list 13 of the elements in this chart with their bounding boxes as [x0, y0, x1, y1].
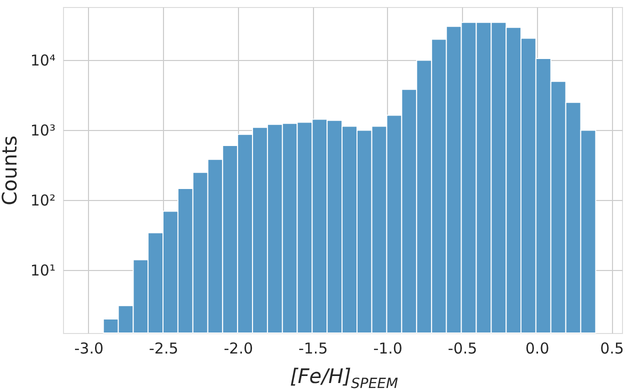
y-tick-label: 10³	[30, 121, 56, 140]
x-tick-label: -3.0	[74, 340, 104, 358]
x-tick-label: -0.5	[448, 340, 478, 358]
x-tick-label: -1.0	[373, 340, 402, 358]
y-tick-label: 10¹	[30, 262, 56, 280]
y-tick-label: 10⁴	[30, 51, 56, 70]
x-tick-label: 0.0	[525, 340, 550, 358]
x-tick-label: -2.0	[224, 340, 254, 358]
y-tick-label: 10²	[30, 191, 56, 210]
y-axis-title: Counts	[0, 136, 22, 206]
x-tick-label: -2.5	[149, 340, 178, 358]
x-tick-label: -1.5	[298, 340, 328, 358]
x-tick-label: 0.5	[600, 340, 624, 358]
